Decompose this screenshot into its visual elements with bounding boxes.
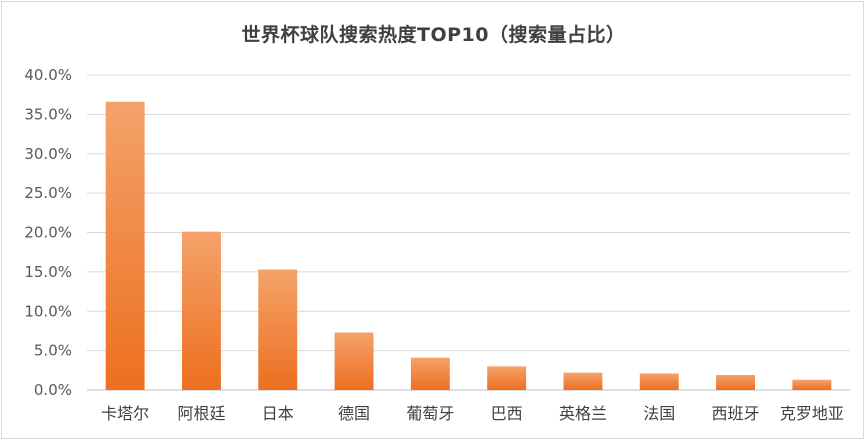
chart-title: 世界杯球队搜索热度TOP10（搜索量占比） xyxy=(241,24,626,46)
x-tick-label: 日本 xyxy=(262,404,294,423)
y-tick-label: 0.0% xyxy=(34,381,72,399)
bar xyxy=(105,101,145,391)
x-tick-label: 法国 xyxy=(643,404,675,423)
bar xyxy=(792,379,832,390)
bar xyxy=(639,373,679,390)
x-axis-ticks: 卡塔尔 阿根廷 日本 德国 葡萄牙 巴西 英格兰 法国 西班牙 克罗地亚 xyxy=(101,404,844,423)
x-tick-label: 卡塔尔 xyxy=(101,404,149,423)
bar xyxy=(334,332,374,390)
bar xyxy=(563,372,603,390)
x-tick-label: 西班牙 xyxy=(712,404,760,423)
bar xyxy=(258,269,298,390)
y-tick-label: 5.0% xyxy=(34,342,72,360)
y-axis-ticks: 0.0% 5.0% 10.0% 15.0% 20.0% 25.0% 30.0% 35.0% 40… xyxy=(24,66,72,399)
bars xyxy=(105,101,832,391)
y-tick-label: 30.0% xyxy=(24,145,72,163)
y-tick-label: 15.0% xyxy=(24,263,72,281)
y-tick-label: 40.0% xyxy=(24,66,72,84)
y-tick-label: 10.0% xyxy=(24,302,72,320)
y-tick-label: 35.0% xyxy=(24,105,72,123)
x-tick-label: 英格兰 xyxy=(559,404,607,423)
x-tick-label: 巴西 xyxy=(491,404,523,423)
bar xyxy=(716,375,756,390)
bar xyxy=(181,231,221,390)
x-tick-label: 阿根廷 xyxy=(177,404,225,423)
bar xyxy=(410,357,450,390)
y-tick-label: 20.0% xyxy=(24,224,72,242)
x-tick-label: 克罗地亚 xyxy=(780,404,844,423)
x-tick-label: 葡萄牙 xyxy=(406,404,454,423)
bar xyxy=(487,366,527,390)
y-tick-label: 25.0% xyxy=(24,184,72,202)
x-tick-label: 德国 xyxy=(338,404,370,423)
